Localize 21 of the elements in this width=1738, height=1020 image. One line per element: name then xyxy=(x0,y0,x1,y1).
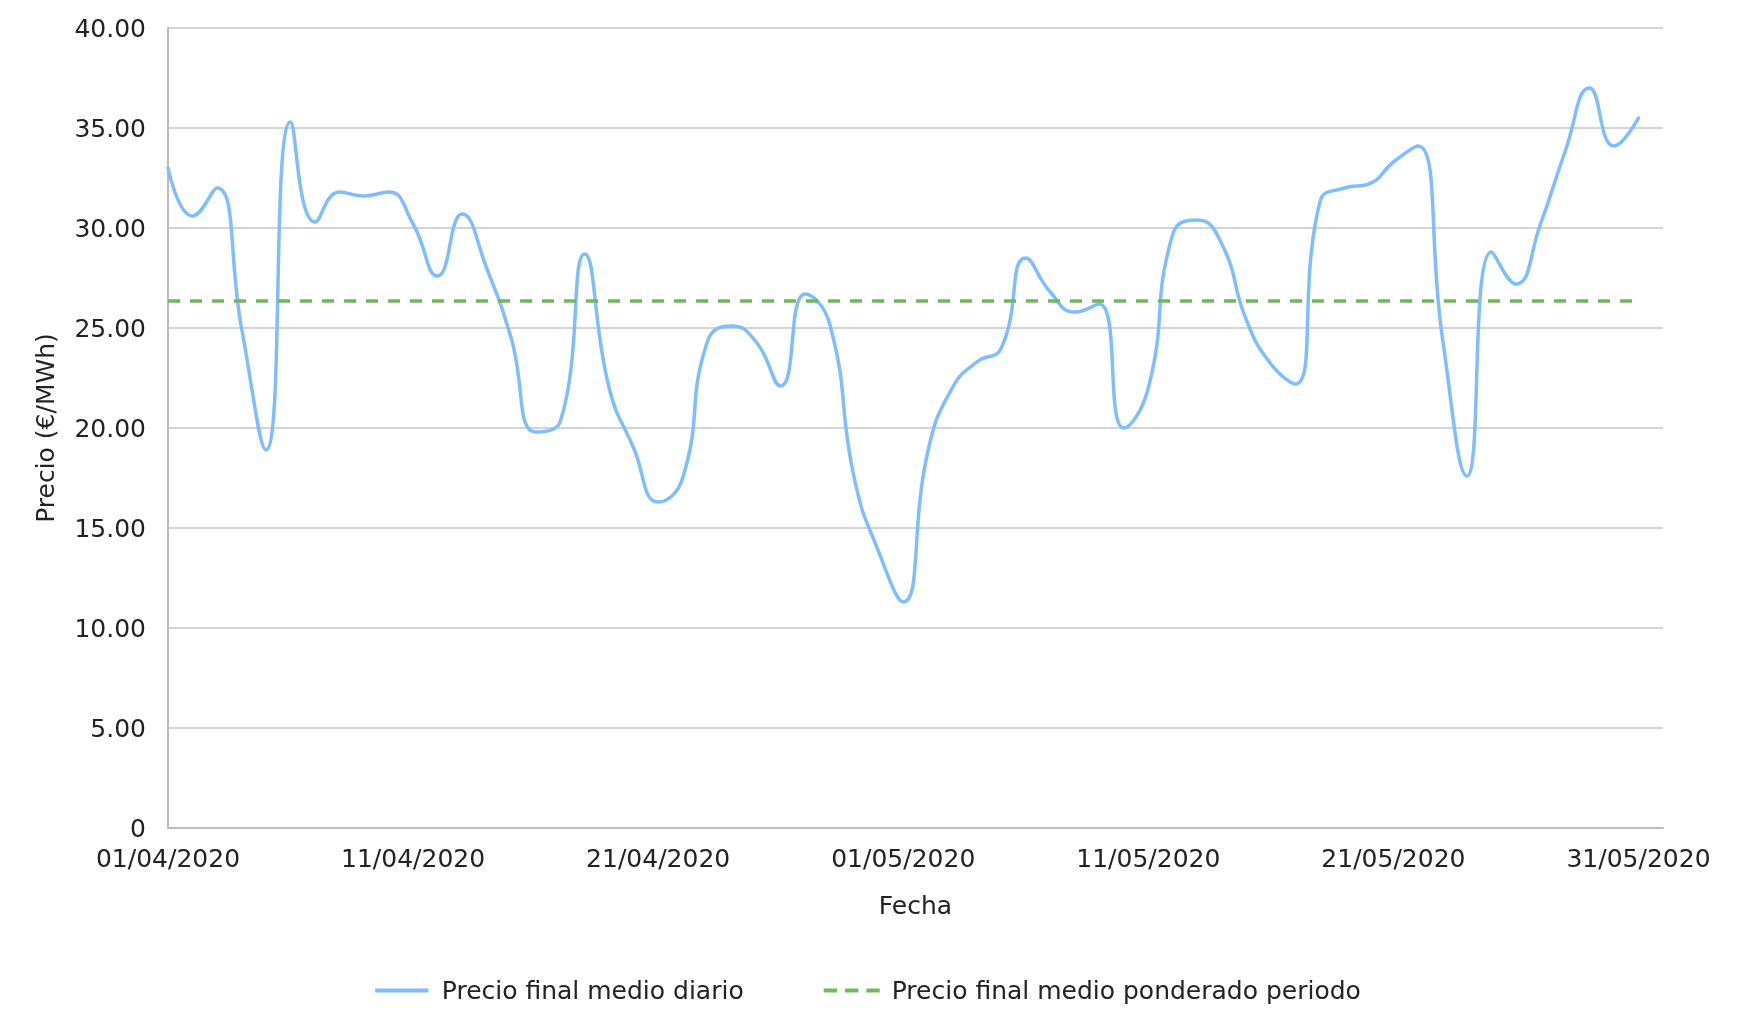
y-axis-title: Precio (€/MWh) xyxy=(31,333,60,523)
x-axis-title: Fecha xyxy=(878,891,953,920)
y-tick-label: 5.00 xyxy=(90,713,146,743)
x-tick-label: 21/05/2020 xyxy=(1321,844,1466,873)
y-tick-label: 10.00 xyxy=(74,613,146,643)
y-tick-label: 40.00 xyxy=(74,13,146,43)
x-tick-label: 21/04/2020 xyxy=(586,844,731,873)
legend-label: Precio final medio ponderado periodo xyxy=(891,976,1361,1005)
y-tick-label: 35.00 xyxy=(74,113,146,143)
line-series xyxy=(166,86,1641,604)
y-tick-label: 0 xyxy=(130,813,146,843)
legend-label: Precio final medio diario xyxy=(441,976,744,1005)
x-tick-label: 01/04/2020 xyxy=(95,844,241,873)
x-tick-label: 01/05/2020 xyxy=(831,844,976,873)
y-tick-label: 20.00 xyxy=(74,413,146,443)
y-tick-label: 25.00 xyxy=(74,313,146,343)
x-tick-label: 31/05/2020 xyxy=(1566,844,1711,873)
y-tick-label: 30.00 xyxy=(74,213,146,243)
x-tick-label: 11/05/2020 xyxy=(1076,844,1221,873)
x-tick-label: 11/04/2020 xyxy=(341,844,486,873)
y-tick-label: 15.00 xyxy=(74,513,146,543)
